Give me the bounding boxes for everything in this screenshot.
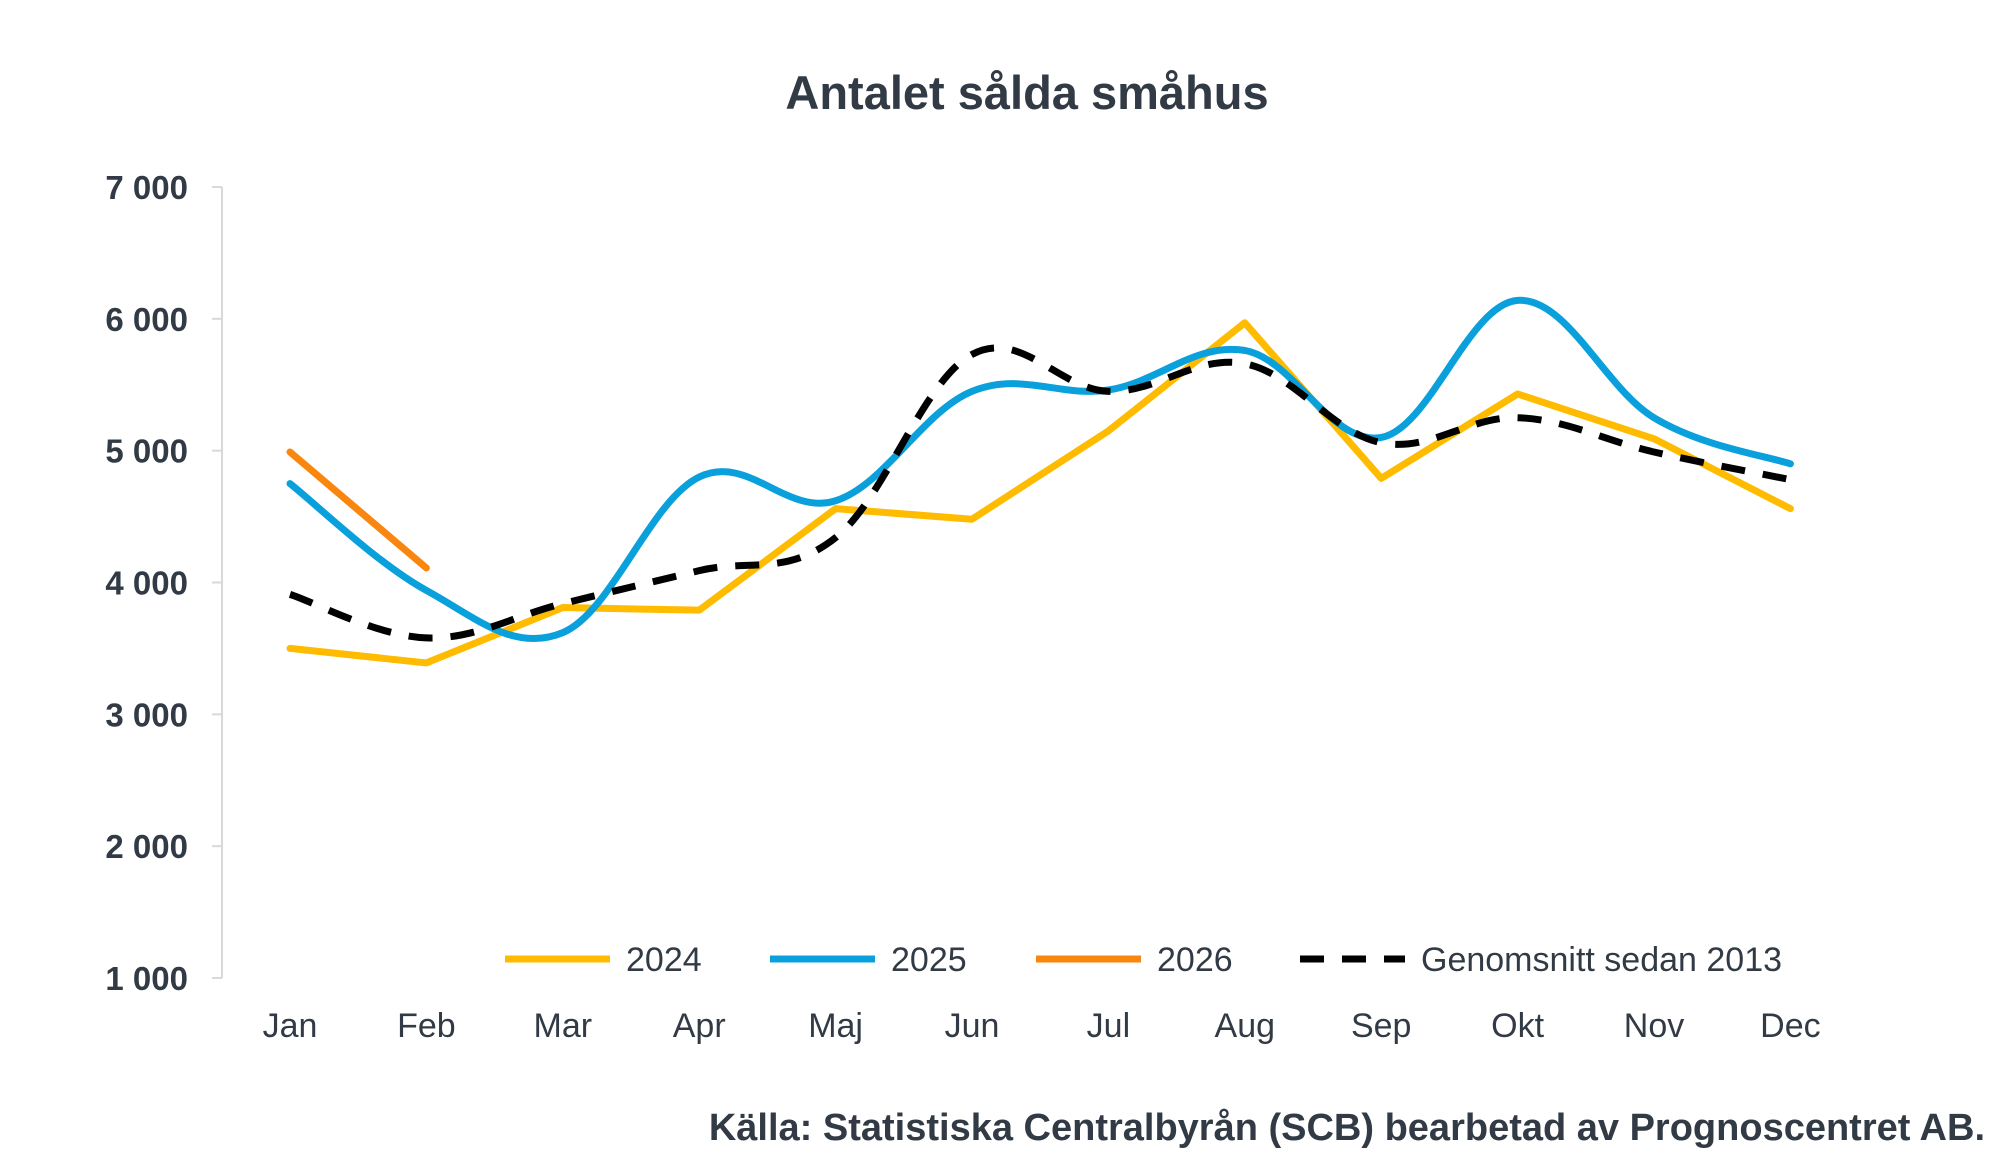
x-tick-label: Feb: [397, 1007, 456, 1045]
series-line-2024: [286, 319, 1794, 667]
x-axis-ticks: Jan Feb Mar Apr Maj Jun Jul Aug Sep Okt Nov Dec: [263, 1007, 1821, 1045]
legend: 2024 2025 2026 Genomsnitt sedan 2013: [505, 941, 1782, 979]
legend-label-2024: 2024: [626, 941, 702, 979]
y-axis-ticks: 1 000 2 000 3 000 4 000 5 000 6 000 7 000: [105, 169, 222, 997]
x-tick-label: Aug: [1215, 1007, 1276, 1045]
y-tick-label: 4 000: [105, 565, 188, 602]
y-tick-label: 2 000: [105, 828, 188, 865]
series-line-genomsnitt-sedan-2013: [288, 344, 1792, 642]
x-tick-label: Apr: [673, 1007, 726, 1045]
legend-label-genomsnitt-sedan-2013: Genomsnitt sedan 2013: [1421, 941, 1782, 979]
series-line-2025: [286, 296, 1794, 643]
x-tick-label: Jul: [1087, 1007, 1130, 1045]
series-line-2026: [286, 448, 430, 572]
y-tick-label: 3 000: [105, 696, 188, 733]
series-group: [286, 296, 1794, 667]
x-tick-label: Jan: [263, 1007, 318, 1045]
x-tick-label: Okt: [1491, 1007, 1544, 1045]
chart-title: Antalet sålda småhus: [785, 66, 1268, 119]
y-tick-label: 1 000: [105, 960, 188, 997]
x-tick-label: Nov: [1624, 1007, 1684, 1045]
y-tick-label: 6 000: [105, 301, 188, 338]
x-tick-label: Maj: [808, 1007, 863, 1045]
x-tick-label: Mar: [534, 1007, 593, 1045]
x-tick-label: Sep: [1351, 1007, 1412, 1045]
source-note: Källa: Statistiska Centralbyrån (SCB) be…: [709, 1107, 1985, 1149]
x-tick-label: Dec: [1760, 1007, 1820, 1045]
x-tick-label: Jun: [945, 1007, 1000, 1045]
y-tick-label: 7 000: [105, 169, 188, 206]
legend-label-2025: 2025: [891, 941, 967, 979]
y-tick-label: 5 000: [105, 433, 188, 470]
legend-label-2026: 2026: [1157, 941, 1233, 979]
